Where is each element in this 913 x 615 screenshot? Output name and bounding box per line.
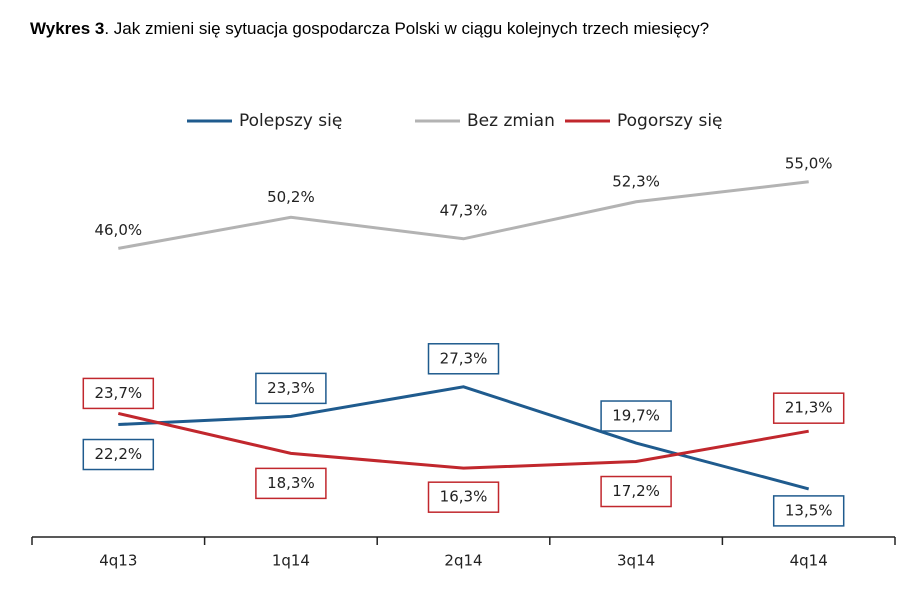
series-line bbox=[117, 411, 809, 470]
x-tick-label: 4q13 bbox=[99, 552, 137, 570]
value-label: 47,3% bbox=[440, 201, 488, 219]
x-tick-label: 3q14 bbox=[617, 552, 655, 570]
value-label: 50,2% bbox=[267, 188, 315, 206]
x-tick-label: 2q14 bbox=[444, 552, 482, 570]
value-label: 22,2% bbox=[94, 445, 142, 463]
legend-label: Bez zmian bbox=[467, 111, 555, 131]
value-label-box bbox=[255, 467, 327, 500]
value-label: 21,3% bbox=[785, 399, 833, 417]
series-line bbox=[118, 385, 810, 491]
value-label: 55,0% bbox=[785, 154, 833, 172]
value-label: 27,3% bbox=[440, 349, 488, 367]
title-bold: Wykres 3 bbox=[30, 19, 104, 38]
value-label-box bbox=[255, 372, 327, 405]
legend-label: Pogorszy się bbox=[617, 111, 723, 131]
value-label: 46,0% bbox=[94, 221, 142, 239]
value-label-box bbox=[427, 343, 500, 375]
x-tick-label: 4q14 bbox=[790, 552, 828, 570]
value-label: 52,3% bbox=[612, 172, 660, 190]
value-label: 23,3% bbox=[267, 379, 315, 397]
series-line bbox=[118, 180, 809, 250]
value-label-box bbox=[772, 392, 845, 424]
value-label-box bbox=[600, 400, 672, 432]
value-label: 16,3% bbox=[440, 488, 488, 506]
value-label-box bbox=[82, 377, 155, 410]
value-label-box bbox=[772, 495, 845, 527]
value-label-box bbox=[82, 438, 155, 471]
value-label: 18,3% bbox=[267, 474, 315, 492]
title-text: . Jak zmieni się sytuacja gospodarcza Po… bbox=[104, 19, 709, 38]
legend-label: Polepszy się bbox=[239, 111, 342, 131]
value-label: 13,5% bbox=[785, 501, 833, 519]
x-tick-label: 1q14 bbox=[272, 552, 310, 570]
value-label: 23,7% bbox=[94, 384, 142, 402]
value-label-box bbox=[427, 481, 500, 513]
chart-title: Wykres 3. Jak zmieni się sytuacja gospod… bbox=[30, 19, 709, 38]
value-label: 17,2% bbox=[612, 482, 660, 500]
value-label-box bbox=[600, 475, 672, 508]
value-label: 19,7% bbox=[612, 407, 660, 425]
